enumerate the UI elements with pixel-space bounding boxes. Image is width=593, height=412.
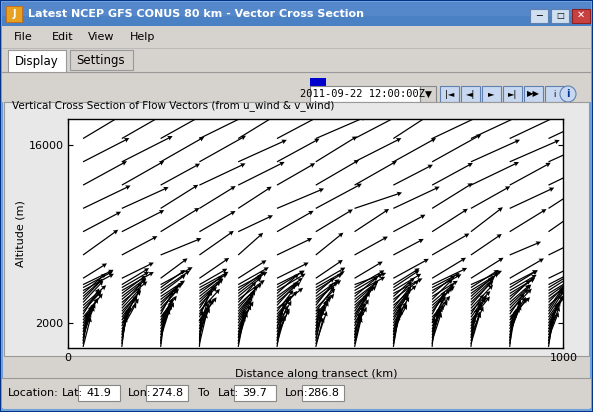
Text: Settings: Settings [76,54,125,66]
Text: 41.9: 41.9 [87,388,111,398]
Bar [2,48,591,74]
Text: Help: Help [130,32,155,42]
Text: To: To [198,388,209,398]
Bar [420,86,436,102]
Bar [310,86,420,102]
Text: Display: Display [15,54,59,68]
Text: ►|: ►| [508,89,517,98]
Text: 39.7: 39.7 [243,388,267,398]
Bar [545,86,564,102]
Bar [440,86,459,102]
Text: 286.8: 286.8 [307,388,339,398]
Text: ▶▶: ▶▶ [527,89,540,98]
Text: Lat:: Lat: [218,388,239,398]
Text: Lon:: Lon: [285,388,308,398]
Text: ▼: ▼ [425,89,432,98]
Bar [524,86,543,102]
Bar [8,50,66,72]
Bar [4,102,589,356]
Y-axis label: Altitude (m): Altitude (m) [15,200,25,267]
Text: Lon:: Lon: [128,388,151,398]
Bar [461,86,480,102]
Bar [572,9,590,23]
Text: J: J [12,9,16,19]
Bar [146,385,188,401]
Text: □: □ [556,10,564,19]
Text: |◄: |◄ [445,89,454,98]
Bar [2,2,591,26]
Bar [310,78,326,90]
Text: Lat:: Lat: [62,388,83,398]
Text: ►: ► [488,89,495,98]
Bar [530,9,548,23]
Text: ◄|: ◄| [466,89,475,98]
Text: i: i [553,89,556,98]
Bar [482,86,501,102]
Text: i: i [566,89,570,99]
Text: File: File [14,32,33,42]
Bar [2,74,591,102]
Text: Edit: Edit [52,32,74,42]
Bar [503,86,522,102]
Text: ✕: ✕ [577,10,585,20]
Text: ─: ─ [536,11,542,21]
Bar [70,50,133,70]
Bar [2,26,591,48]
Bar [78,385,120,401]
X-axis label: Distance along transect (km): Distance along transect (km) [234,369,397,379]
Text: View: View [88,32,114,42]
Bar [302,385,344,401]
Text: 274.8: 274.8 [151,388,183,398]
Text: Location:: Location: [8,388,59,398]
Bar [234,385,276,401]
Bar [2,2,591,16]
Bar [6,6,22,22]
Text: 2011-09-22 12:00:00Z: 2011-09-22 12:00:00Z [301,89,426,99]
Bar [551,9,569,23]
Circle shape [560,86,576,102]
Text: Latest NCEP GFS CONUS 80 km - Vector Cross Section: Latest NCEP GFS CONUS 80 km - Vector Cro… [28,9,364,19]
Bar [2,378,591,408]
Text: Vertical Cross Section of Flow Vectors (from u_wind & v_wind): Vertical Cross Section of Flow Vectors (… [12,101,334,112]
